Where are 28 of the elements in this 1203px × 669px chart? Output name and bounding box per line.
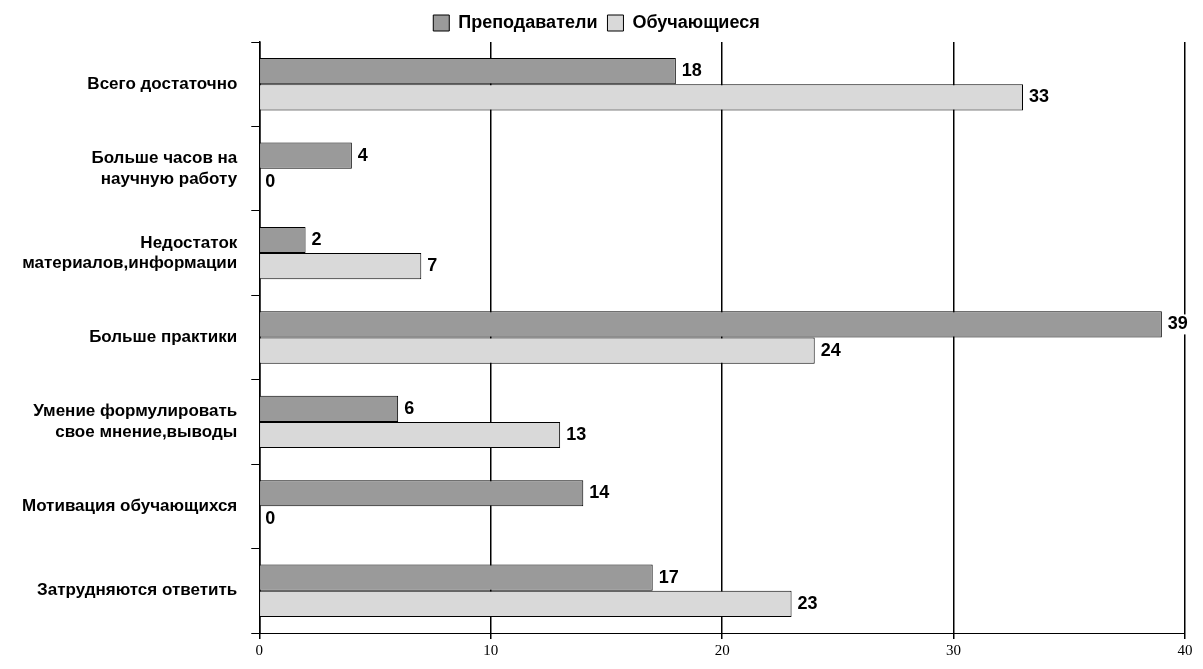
x-tick-label: 10 [483, 641, 499, 658]
data-label: 24 [820, 339, 841, 360]
data-label: 13 [566, 423, 587, 444]
x-tick-label: 30 [946, 641, 962, 658]
data-label: 0 [265, 170, 276, 191]
y-tick-label: Недостаток материалов,информации [22, 232, 238, 272]
y-tick-label: Умение формулировать свое мнение,выводы [33, 401, 238, 441]
legend-label: Обучающиеся [632, 11, 760, 32]
data-label: 33 [1029, 86, 1050, 107]
data-label: 23 [797, 592, 818, 613]
data-label: 7 [427, 255, 438, 276]
data-label: 17 [658, 566, 679, 587]
y-tick-label: Затрудняются ответить [37, 580, 238, 600]
legend-label: Преподаватели [458, 11, 598, 32]
x-tick-label: 40 [1177, 641, 1193, 658]
y-tick-label: Больше практики [89, 327, 238, 347]
data-label: 6 [404, 397, 415, 418]
data-label: 14 [589, 482, 610, 503]
x-tick-label: 0 [255, 641, 264, 658]
y-tick-label: Больше часов на научную работу [91, 148, 238, 188]
data-label: 2 [311, 228, 322, 249]
data-label: 39 [1167, 313, 1188, 334]
data-label: 18 [681, 60, 702, 81]
data-label: 0 [265, 508, 276, 529]
y-tick-label: Мотивация обучающихся [22, 496, 238, 516]
data-label: 4 [357, 144, 368, 165]
x-tick-label: 20 [714, 641, 730, 658]
y-tick-label: Всего достаточно [87, 73, 238, 93]
